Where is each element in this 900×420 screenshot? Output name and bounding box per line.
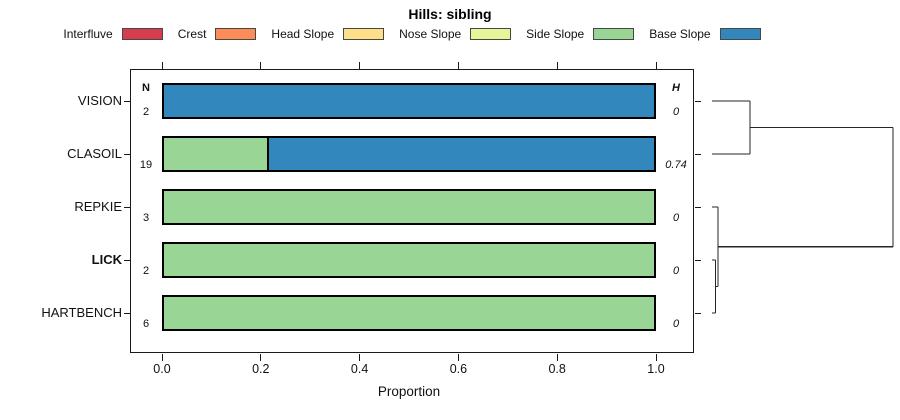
x-tick-label: 0.4 — [350, 362, 369, 376]
x-tick-bottom — [457, 354, 459, 361]
bar-row-repkie — [162, 189, 656, 225]
legend-color-swatch — [719, 27, 761, 40]
x-tick-bottom — [556, 354, 558, 361]
n-value-clasoil: 19 — [139, 159, 153, 171]
x-tick-bottom — [161, 354, 163, 361]
bar-segment-side-slope — [164, 138, 267, 170]
legend-label: Side Slope — [526, 26, 585, 41]
x-tick-bottom — [260, 354, 262, 361]
bar-row-lick — [162, 242, 656, 278]
x-tick-top — [359, 62, 361, 69]
dendrogram — [712, 100, 894, 314]
legend-item-base-slope: Base Slope — [649, 26, 761, 41]
bar-segment-base-slope — [164, 85, 654, 117]
legend-label: Crest — [177, 26, 207, 41]
row-label-clasoil: CLASOIL — [67, 146, 122, 161]
row-label-lick: LICK — [91, 252, 122, 267]
y-tick-right — [695, 154, 701, 155]
legend-item-side-slope: Side Slope — [526, 26, 635, 41]
y-tick-left — [124, 260, 130, 261]
n-column-header: N — [142, 82, 150, 94]
h-value-repkie: 0 — [672, 212, 680, 224]
y-tick-right — [695, 260, 701, 261]
h-value-lick: 0 — [672, 265, 680, 277]
legend-label: Nose Slope — [399, 26, 462, 41]
legend-item-head-slope: Head Slope — [271, 26, 385, 41]
row-label-hartbench: HARTBENCH — [41, 305, 122, 320]
bar-segment-side-slope — [164, 297, 654, 329]
row-label-repkie: REPKIE — [74, 199, 122, 214]
h-value-hartbench: 0 — [672, 318, 680, 330]
x-tick-label: 0.6 — [449, 362, 468, 376]
x-tick-top — [457, 62, 459, 69]
x-tick-top — [161, 62, 163, 69]
h-value-vision: 0 — [672, 106, 680, 118]
legend-color-swatch — [343, 27, 385, 40]
bar-segment-base-slope — [266, 138, 654, 170]
n-value-vision: 2 — [142, 106, 150, 118]
y-tick-left — [124, 101, 130, 102]
y-tick-left — [124, 207, 130, 208]
chart-title: Hills: sibling — [408, 6, 492, 22]
x-tick-bottom — [359, 354, 361, 361]
bar-row-clasoil — [162, 136, 656, 172]
h-value-clasoil: 0.74 — [665, 159, 687, 171]
n-value-lick: 2 — [142, 265, 150, 277]
x-tick-label: 0.8 — [548, 362, 566, 376]
legend-label: Interfluve — [63, 26, 113, 41]
bar-row-vision — [162, 83, 656, 119]
n-value-hartbench: 6 — [142, 318, 150, 330]
legend-color-swatch — [593, 27, 635, 40]
h-column-header: H — [672, 82, 680, 94]
legend-item-crest: Crest — [178, 27, 257, 41]
row-label-vision: VISION — [77, 93, 122, 108]
n-value-repkie: 3 — [142, 212, 150, 224]
legend-label: Base Slope — [649, 26, 711, 41]
legend: Interfluve Crest Head Slope Nose Slope Side … — [0, 25, 824, 42]
legend-item-nose-slope: Nose Slope — [399, 26, 512, 41]
legend-color-swatch — [470, 27, 512, 40]
y-tick-right — [695, 313, 701, 314]
x-tick-label: 1.0 — [647, 362, 665, 376]
x-tick-bottom — [655, 354, 657, 361]
x-tick-label: 0.2 — [252, 362, 270, 376]
x-axis-title: Proportion — [377, 384, 441, 399]
x-tick-top — [655, 62, 657, 69]
legend-color-swatch — [121, 27, 163, 40]
y-tick-left — [124, 154, 130, 155]
bar-segment-side-slope — [164, 244, 654, 276]
x-tick-top — [260, 62, 262, 69]
bar-segment-side-slope — [164, 191, 654, 223]
bar-row-hartbench — [162, 295, 656, 331]
legend-item-interfluve: Interfluve — [63, 26, 163, 41]
x-tick-top — [556, 62, 558, 69]
legend-color-swatch — [215, 27, 257, 40]
y-tick-right — [695, 207, 701, 208]
legend-label: Head Slope — [271, 26, 335, 41]
x-tick-label: 0.0 — [153, 362, 171, 376]
y-tick-left — [124, 313, 130, 314]
y-tick-right — [695, 101, 701, 102]
